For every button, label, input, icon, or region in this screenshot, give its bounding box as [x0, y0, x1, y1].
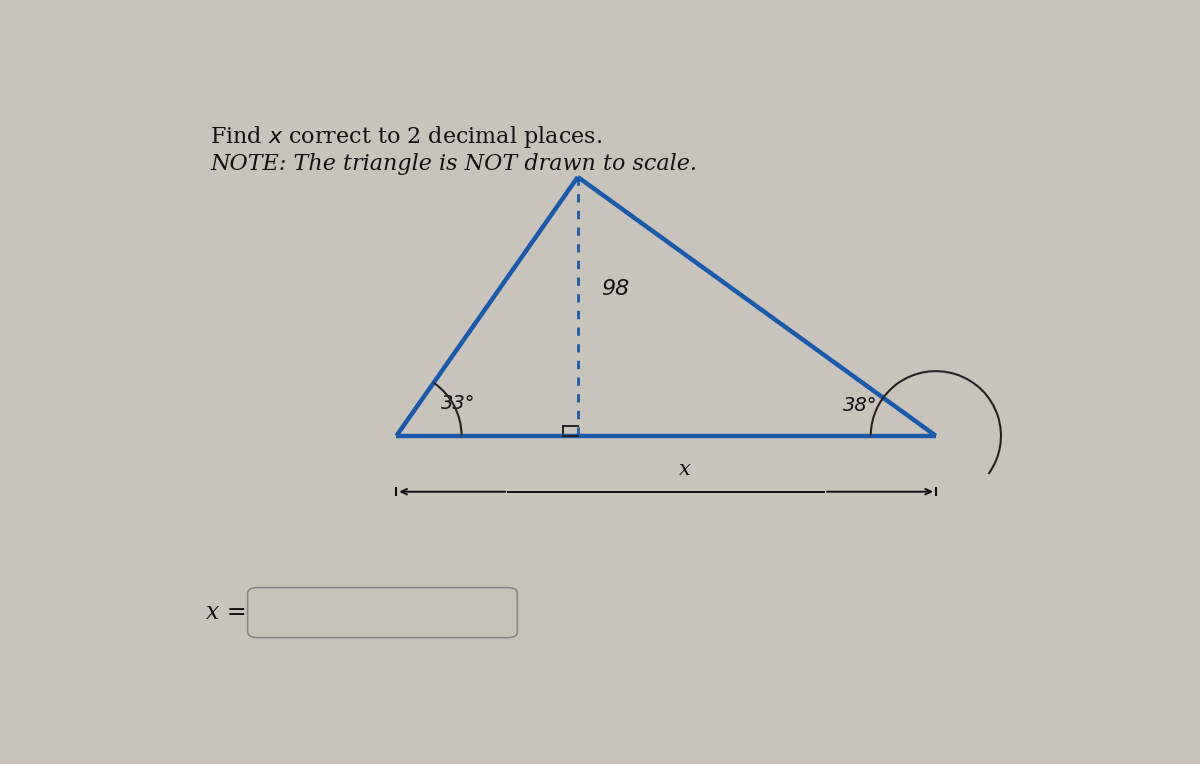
Text: Find $x$ correct to 2 decimal places.: Find $x$ correct to 2 decimal places. — [210, 124, 602, 150]
Text: 33°: 33° — [442, 394, 475, 413]
Text: 38°: 38° — [842, 396, 877, 415]
Text: NOTE: The triangle is NOT drawn to scale.: NOTE: The triangle is NOT drawn to scale… — [210, 154, 697, 176]
Text: x: x — [679, 460, 691, 479]
Text: 98: 98 — [601, 279, 629, 299]
FancyBboxPatch shape — [247, 588, 517, 638]
Text: x =: x = — [206, 601, 246, 624]
